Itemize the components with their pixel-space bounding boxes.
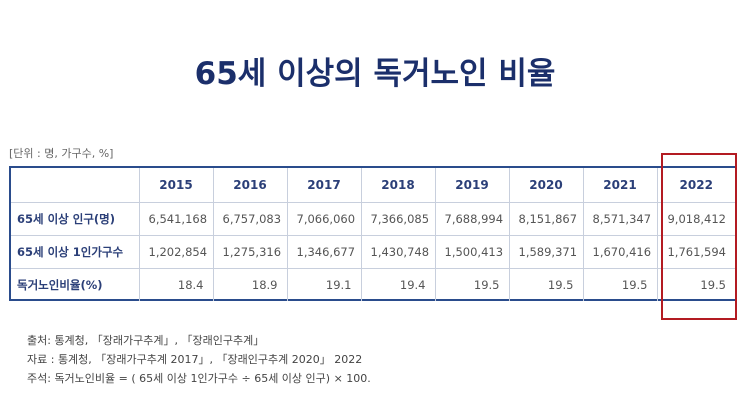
table-cell: 9,018,412: [656, 202, 735, 236]
source-note: 출처: 통계청, 「장래가구추계」, 「장래인구추계」: [27, 334, 265, 347]
year-header: 2019: [434, 168, 510, 203]
table-cell: 1,670,416: [582, 235, 658, 269]
row-label: 65세 이상 인구(명): [11, 202, 140, 236]
table-cell: 19.4: [360, 268, 436, 301]
row-label: 65세 이상 1인가구수: [11, 235, 140, 269]
table-cell: 6,757,083: [212, 202, 288, 236]
table-cell: 7,688,994: [434, 202, 510, 236]
table-cell: 1,275,316: [212, 235, 288, 269]
table-cell: 1,430,748: [360, 235, 436, 269]
unit-note: [단위 : 명, 가구수, %]: [9, 147, 114, 160]
table-cell: 18.4: [138, 268, 214, 301]
year-header: 2022: [656, 168, 735, 203]
table-cell: 18.9: [212, 268, 288, 301]
table-cell: 8,571,347: [582, 202, 658, 236]
header-row: 2015 2016 2017 2018 2019 2020 2021 2022: [11, 168, 735, 203]
year-header: 2016: [212, 168, 288, 203]
year-header: 2015: [138, 168, 214, 203]
row-label: 독거노인비율(%): [11, 268, 140, 301]
data-note: 자료 : 통계청, 「장래가구추계 2017」, 「장래인구추계 2020」 2…: [27, 353, 363, 366]
table-cell: 1,500,413: [434, 235, 510, 269]
header-corner: [11, 168, 140, 203]
table-cell: 7,066,060: [286, 202, 362, 236]
table-row: 65세 이상 1인가구수 1,202,854 1,275,316 1,346,6…: [11, 235, 735, 269]
table-cell: 19.1: [286, 268, 362, 301]
table-row: 65세 이상 인구(명) 6,541,168 6,757,083 7,066,0…: [11, 202, 735, 236]
table-cell: 19.5: [508, 268, 584, 301]
year-header: 2018: [360, 168, 436, 203]
year-header: 2021: [582, 168, 658, 203]
table-cell: 19.5: [582, 268, 658, 301]
annotation-note: 주석: 독거노인비율 = ( 65세 이상 1인가구수 ÷ 65세 이상 인구)…: [27, 372, 371, 385]
page-title: 65세 이상의 독거노인 비율: [194, 56, 556, 92]
table-cell: 7,366,085: [360, 202, 436, 236]
table-cell: 19.5: [656, 268, 735, 301]
table-cell: 8,151,867: [508, 202, 584, 236]
table-cell: 6,541,168: [138, 202, 214, 236]
year-header: 2020: [508, 168, 584, 203]
table-cell: 1,761,594: [656, 235, 735, 269]
data-table: 2015 2016 2017 2018 2019 2020 2021 2022 …: [11, 168, 735, 301]
table-cell: 1,346,677: [286, 235, 362, 269]
table-row: 독거노인비율(%) 18.4 18.9 19.1 19.4 19.5 19.5 …: [11, 268, 735, 301]
year-header: 2017: [286, 168, 362, 203]
table-cell: 19.5: [434, 268, 510, 301]
table-cell: 1,202,854: [138, 235, 214, 269]
table-cell: 1,589,371: [508, 235, 584, 269]
footnotes: 출처: 통계청, 「장래가구추계」, 「장래인구추계」 자료 : 통계청, 「장…: [27, 331, 371, 388]
